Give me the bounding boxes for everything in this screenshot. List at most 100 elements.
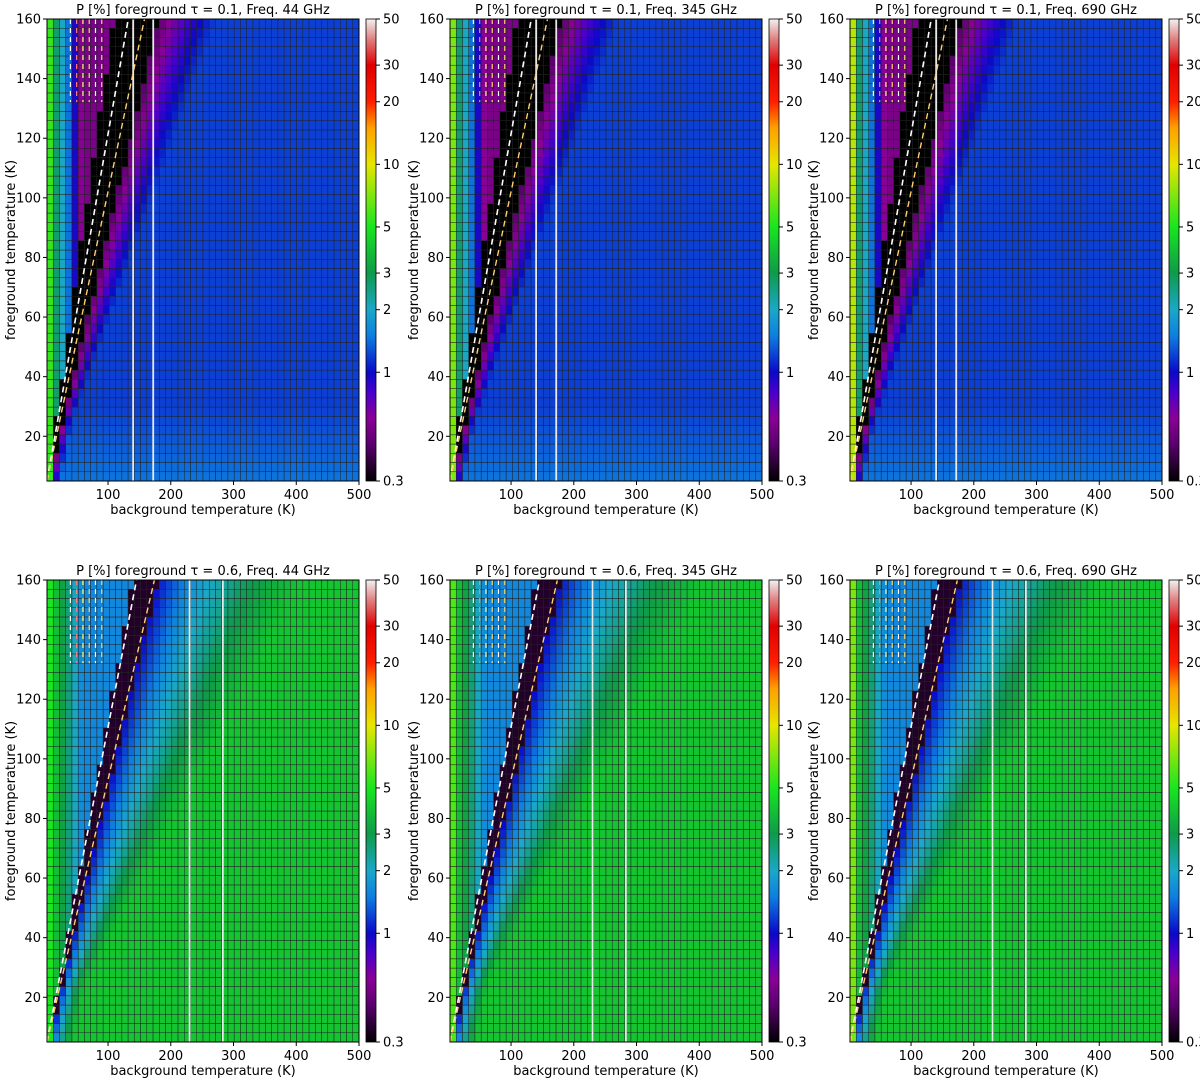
- heatmap-cell: [327, 46, 335, 57]
- heatmap-cell: [184, 111, 191, 121]
- heatmap-cell: [643, 138, 650, 149]
- heatmap-cell: [333, 249, 341, 260]
- heatmap-cell: [693, 388, 700, 399]
- heatmap-cell: [512, 101, 519, 112]
- heatmap-cell: [512, 425, 519, 436]
- heatmap-cell: [693, 379, 700, 389]
- heatmap-cell: [121, 443, 129, 454]
- heatmap-cell: [699, 157, 707, 168]
- heatmap-cell: [240, 351, 247, 362]
- heatmap-cell: [724, 46, 732, 57]
- heatmap-cell: [680, 194, 688, 205]
- heatmap-cell: [115, 222, 123, 232]
- heatmap-cell: [315, 222, 322, 232]
- heatmap-cell: [109, 27, 116, 38]
- heatmap-cell: [587, 240, 594, 251]
- heatmap-cell: [611, 258, 619, 269]
- heatmap-cell: [240, 92, 247, 103]
- heatmap-cell: [574, 101, 582, 112]
- heatmap-cell: [215, 212, 222, 223]
- heatmap-cell: [283, 231, 291, 242]
- heatmap-cell: [121, 388, 129, 399]
- heatmap-cell: [693, 148, 700, 158]
- heatmap-cell: [327, 443, 335, 454]
- heatmap-cell: [593, 471, 601, 482]
- heatmap-cell: [340, 120, 347, 131]
- heatmap-cell: [643, 406, 650, 417]
- heatmap-cell: [252, 231, 260, 242]
- heatmap-cell: [630, 416, 638, 426]
- heatmap-cell: [233, 268, 241, 278]
- heatmap-cell: [265, 397, 272, 408]
- heatmap-cell: [499, 462, 507, 473]
- heatmap-cell: [649, 397, 657, 408]
- heatmap-cell: [277, 222, 285, 232]
- heatmap-cell: [352, 249, 360, 260]
- heatmap-cell: [184, 129, 191, 140]
- heatmap-cell: [308, 342, 316, 352]
- heatmap-cell: [705, 406, 713, 417]
- heatmap-cell: [474, 416, 482, 426]
- heatmap-cell: [661, 101, 669, 112]
- heatmap-cell: [574, 434, 582, 445]
- heatmap-cell: [277, 55, 285, 66]
- heatmap-cell: [686, 37, 694, 47]
- heatmap-cell: [724, 138, 732, 149]
- heatmap-cell: [102, 388, 110, 399]
- heatmap-cell: [346, 55, 354, 66]
- heatmap-cell: [705, 351, 713, 362]
- heatmap-cell: [636, 443, 644, 454]
- heatmap-cell: [308, 314, 316, 325]
- heatmap-cell: [587, 471, 594, 482]
- heatmap-cell: [190, 203, 198, 214]
- heatmap-cell: [693, 443, 700, 454]
- heatmap-cell: [340, 111, 347, 121]
- heatmap-cell: [661, 83, 669, 94]
- heatmap-cell: [749, 55, 757, 66]
- heatmap-cell: [140, 268, 148, 278]
- heatmap-cell: [190, 360, 198, 371]
- heatmap-cell: [668, 388, 675, 399]
- heatmap-cell: [674, 453, 682, 463]
- heatmap-cell: [208, 222, 216, 232]
- heatmap-cell: [605, 314, 613, 325]
- heatmap-cell: [674, 129, 682, 140]
- heatmap-cell: [252, 222, 260, 232]
- heatmap-cell: [537, 305, 544, 315]
- heatmap-cell: [449, 258, 457, 269]
- heatmap-cell: [743, 379, 750, 389]
- heatmap-cell: [233, 101, 241, 112]
- heatmap-cell: [568, 342, 576, 352]
- heatmap-cell: [568, 203, 576, 214]
- heatmap-cell: [562, 471, 569, 482]
- heatmap-cell: [165, 286, 173, 297]
- heatmap-cell: [593, 129, 601, 140]
- heatmap-cell: [636, 83, 644, 94]
- heatmap-cell: [165, 397, 173, 408]
- heatmap-cell: [240, 231, 247, 242]
- heatmap-cell: [593, 148, 601, 158]
- heatmap-cell: [455, 388, 463, 399]
- heatmap-cell: [96, 443, 104, 454]
- heatmap-cell: [518, 379, 526, 389]
- heatmap-cell: [718, 379, 725, 389]
- heatmap-cell: [308, 453, 316, 463]
- heatmap-cell: [480, 351, 488, 362]
- heatmap-cell: [549, 397, 557, 408]
- heatmap-cell: [65, 462, 73, 473]
- heatmap-cell: [215, 369, 222, 380]
- heatmap-cell: [599, 425, 607, 436]
- heatmap-cell: [505, 434, 513, 445]
- heatmap-cell: [90, 175, 98, 186]
- heatmap-cell: [246, 111, 254, 121]
- heatmap-cell: [165, 222, 173, 232]
- heatmap-cell: [321, 351, 329, 362]
- heatmap-cell: [605, 369, 613, 380]
- heatmap-cell: [512, 148, 519, 158]
- heatmap-cell: [611, 203, 619, 214]
- heatmap-cell: [618, 138, 625, 149]
- heatmap-cell: [140, 369, 148, 380]
- heatmap-cell: [146, 462, 154, 473]
- heatmap-cell: [749, 101, 757, 112]
- heatmap-cell: [102, 83, 110, 94]
